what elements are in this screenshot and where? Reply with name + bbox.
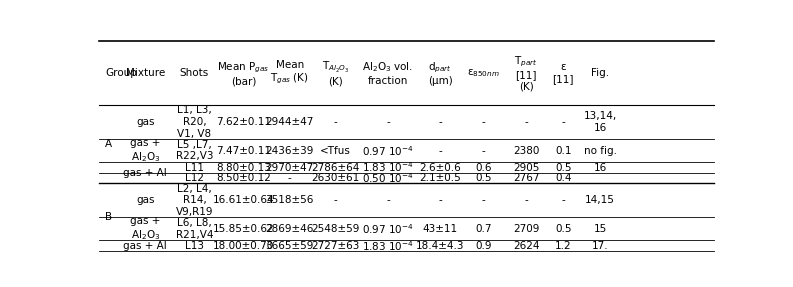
Text: gas + Al: gas + Al [124,168,167,178]
Text: 0.5: 0.5 [555,162,572,172]
Text: ε$_{850nm}$: ε$_{850nm}$ [467,67,500,79]
Text: <Tfus: <Tfus [320,146,351,156]
Text: 0.97 10$^{-4}$: 0.97 10$^{-4}$ [362,144,414,158]
Text: 43±11: 43±11 [423,224,458,234]
Text: -: - [334,117,338,127]
Text: 8.80±0.13: 8.80±0.13 [216,162,271,172]
Text: 7.47±0.11: 7.47±0.11 [216,146,271,156]
Text: 2869±46: 2869±46 [266,224,314,234]
Text: 15.85±0.62: 15.85±0.62 [213,224,274,234]
Text: B: B [105,212,113,222]
Text: 16.61±0.64: 16.61±0.64 [213,195,274,205]
Text: -: - [386,117,390,127]
Text: -: - [439,195,442,205]
Text: d$_{part}$
(μm): d$_{part}$ (μm) [428,60,453,86]
Text: 18.00±0.70: 18.00±0.70 [213,241,274,251]
Text: gas +
Al$_2$O$_3$: gas + Al$_2$O$_3$ [130,138,160,164]
Text: 2786±64: 2786±64 [312,162,360,172]
Text: -: - [561,195,565,205]
Text: Mixture: Mixture [125,68,165,78]
Text: -: - [334,195,338,205]
Text: -: - [288,173,292,183]
Text: 0.50 10$^{-4}$: 0.50 10$^{-4}$ [362,171,414,185]
Text: 3665±59: 3665±59 [266,241,314,251]
Text: 0.1: 0.1 [555,146,572,156]
Text: 1.2: 1.2 [555,241,572,251]
Text: L1, L3,
R20,
V1, V8: L1, L3, R20, V1, V8 [177,105,212,139]
Text: gas: gas [136,195,155,205]
Text: gas: gas [136,117,155,127]
Text: Al$_2$O$_3$ vol.
fraction: Al$_2$O$_3$ vol. fraction [362,60,413,86]
Text: L13: L13 [185,241,204,251]
Text: 17.: 17. [592,241,608,251]
Text: -: - [481,117,485,127]
Text: 2548±59: 2548±59 [312,224,360,234]
Text: L11: L11 [185,162,204,172]
Text: 2905: 2905 [513,162,539,172]
Text: 2380: 2380 [513,146,539,156]
Text: 1.83 10$^{-4}$: 1.83 10$^{-4}$ [362,161,414,174]
Text: gas + Al: gas + Al [124,241,167,251]
Text: 3518±56: 3518±56 [266,195,314,205]
Text: Group: Group [105,68,137,78]
Text: 0.97 10$^{-4}$: 0.97 10$^{-4}$ [362,222,414,236]
Text: gas +
Al$_2$O$_3$: gas + Al$_2$O$_3$ [130,216,160,242]
Text: 18.4±4.3: 18.4±4.3 [416,241,465,251]
Text: 2709: 2709 [513,224,539,234]
Text: Shots: Shots [180,68,209,78]
Text: -: - [481,146,485,156]
Text: 14,15: 14,15 [585,195,615,205]
Text: 0.4: 0.4 [555,173,572,183]
Text: -: - [386,195,390,205]
Text: 2436±39: 2436±39 [266,146,314,156]
Text: L12: L12 [185,173,204,183]
Text: 2944±47: 2944±47 [266,117,314,127]
Text: 13,14,
16: 13,14, 16 [584,111,617,133]
Text: 0.5: 0.5 [555,224,572,234]
Text: -: - [524,117,528,127]
Text: 15: 15 [593,224,607,234]
Text: 2970±47: 2970±47 [266,162,314,172]
Text: 1.83 10$^{-4}$: 1.83 10$^{-4}$ [362,239,414,253]
Text: L5 ,L7,
R22,V3: L5 ,L7, R22,V3 [175,140,213,161]
Text: T$_{part}$
[11]
(K): T$_{part}$ [11] (K) [515,54,538,92]
Text: 2624: 2624 [513,241,539,251]
Text: -: - [439,146,442,156]
Text: 0.5: 0.5 [475,173,492,183]
Text: no fig.: no fig. [584,146,616,156]
Text: -: - [481,195,485,205]
Text: 2767: 2767 [513,173,539,183]
Text: Mean P$_{gas}$
(bar): Mean P$_{gas}$ (bar) [217,60,270,86]
Text: -: - [524,195,528,205]
Text: 2630±61: 2630±61 [312,173,360,183]
Text: ε
[11]: ε [11] [553,62,574,84]
Text: 7.62±0.11: 7.62±0.11 [216,117,271,127]
Text: 2.6±0.6: 2.6±0.6 [419,162,461,172]
Text: -: - [439,117,442,127]
Text: L6, L8,
R21,V4: L6, L8, R21,V4 [175,218,213,240]
Text: 8.50±0.12: 8.50±0.12 [216,173,271,183]
Text: A: A [105,139,113,149]
Text: Mean
T$_{gas}$ (K): Mean T$_{gas}$ (K) [270,60,309,86]
Text: 0.9: 0.9 [475,241,492,251]
Text: 16: 16 [593,162,607,172]
Text: L2, L4,
R14,
V9,R19: L2, L4, R14, V9,R19 [175,184,213,217]
Text: 2.1±0.5: 2.1±0.5 [419,173,461,183]
Text: 0.6: 0.6 [475,162,492,172]
Text: Fig.: Fig. [591,68,609,78]
Text: -: - [561,117,565,127]
Text: T$_{Al_2O_3}$
(K): T$_{Al_2O_3}$ (K) [322,60,350,86]
Text: 2727±63: 2727±63 [312,241,360,251]
Text: 0.7: 0.7 [475,224,492,234]
